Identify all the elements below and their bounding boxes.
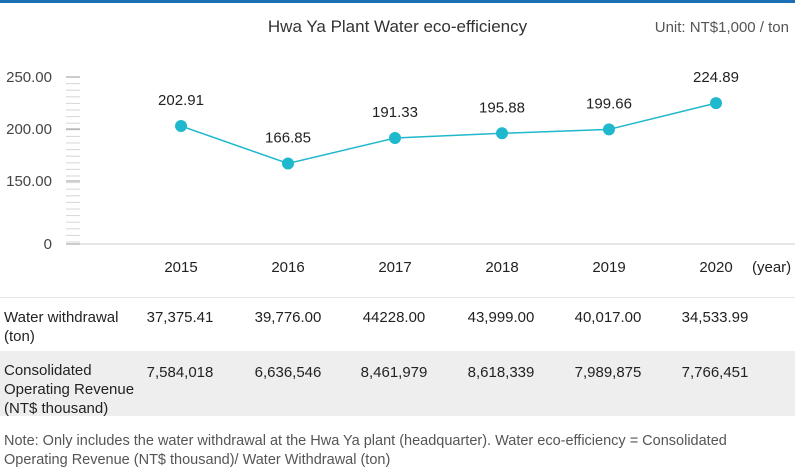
table-cell: 8,461,979 — [360, 364, 428, 381]
table-cell: 37,375.41 — [146, 309, 214, 326]
y-tick-label: 250.00 — [6, 69, 52, 86]
data-label: 199.66 — [586, 95, 632, 112]
x-tick-label: 2020 — [699, 259, 732, 276]
footnote: Note: Only includes the water withdrawal… — [4, 433, 727, 468]
data-label: 202.91 — [158, 92, 204, 109]
table-cell: 7,766,451 — [681, 364, 749, 381]
table-cell: 40,017.00 — [574, 309, 642, 326]
top-rule — [0, 0, 795, 3]
table-cell: 34,533.99 — [681, 309, 749, 326]
table-cell: 44228.00 — [362, 309, 426, 326]
data-point — [389, 132, 401, 144]
table-cell: 8,618,339 — [467, 364, 535, 381]
table-cell: 6,636,546 — [254, 364, 322, 381]
x-tick-label: 2019 — [592, 259, 625, 276]
x-tick-label: 2017 — [378, 259, 411, 276]
data-labels: 202.91 166.85 191.33 195.88 199.66 224.89 — [158, 69, 739, 146]
table-cell: 7,989,875 — [574, 364, 642, 381]
row-label: Water withdrawal (ton) — [4, 309, 119, 345]
chart-title: Hwa Ya Plant Water eco-efficiency — [267, 17, 528, 36]
data-label: 191.33 — [372, 104, 418, 121]
data-points — [175, 97, 722, 170]
x-axis-unit: (year) — [752, 259, 791, 276]
data-label: 166.85 — [265, 130, 311, 147]
line-chart: 0 150.00 200.00 250.00 202.91 166.85 191.33 19… — [6, 69, 795, 276]
data-label: 224.89 — [693, 69, 739, 86]
series-line — [180, 102, 717, 165]
table-cell: 39,776.00 — [254, 309, 322, 326]
data-point — [282, 157, 294, 170]
data-point — [710, 97, 722, 110]
data-table: Water withdrawal (ton) 37,375.41 39,776.… — [0, 297, 795, 417]
table-cell: 7,584,018 — [146, 364, 214, 381]
x-tick-label: 2016 — [271, 259, 304, 276]
data-point — [496, 127, 508, 140]
y-tick-label: 150.00 — [6, 173, 52, 190]
series-line-group — [180, 102, 717, 165]
data-label: 195.88 — [479, 99, 525, 116]
x-axis: 2015 2016 2017 2018 2019 2020 (year) — [164, 259, 791, 276]
table-row-operating-revenue: Consolidated Operating Revenue (NT$ thou… — [0, 351, 795, 417]
y-tick-label: 0 — [44, 236, 52, 253]
x-tick-label: 2018 — [485, 259, 518, 276]
y-axis: 0 150.00 200.00 250.00 — [6, 69, 795, 253]
table-row-water-withdrawal: Water withdrawal (ton) 37,375.41 39,776.… — [0, 297, 795, 351]
data-point — [603, 123, 615, 136]
x-tick-label: 2015 — [164, 259, 197, 276]
unit-label: Unit: NT$1,000 / ton — [654, 19, 789, 36]
data-point — [175, 120, 187, 132]
table-cell: 43,999.00 — [467, 309, 535, 326]
y-tick-label: 200.00 — [6, 121, 52, 138]
row-label: Consolidated Operating Revenue (NT$ thou… — [4, 362, 135, 417]
